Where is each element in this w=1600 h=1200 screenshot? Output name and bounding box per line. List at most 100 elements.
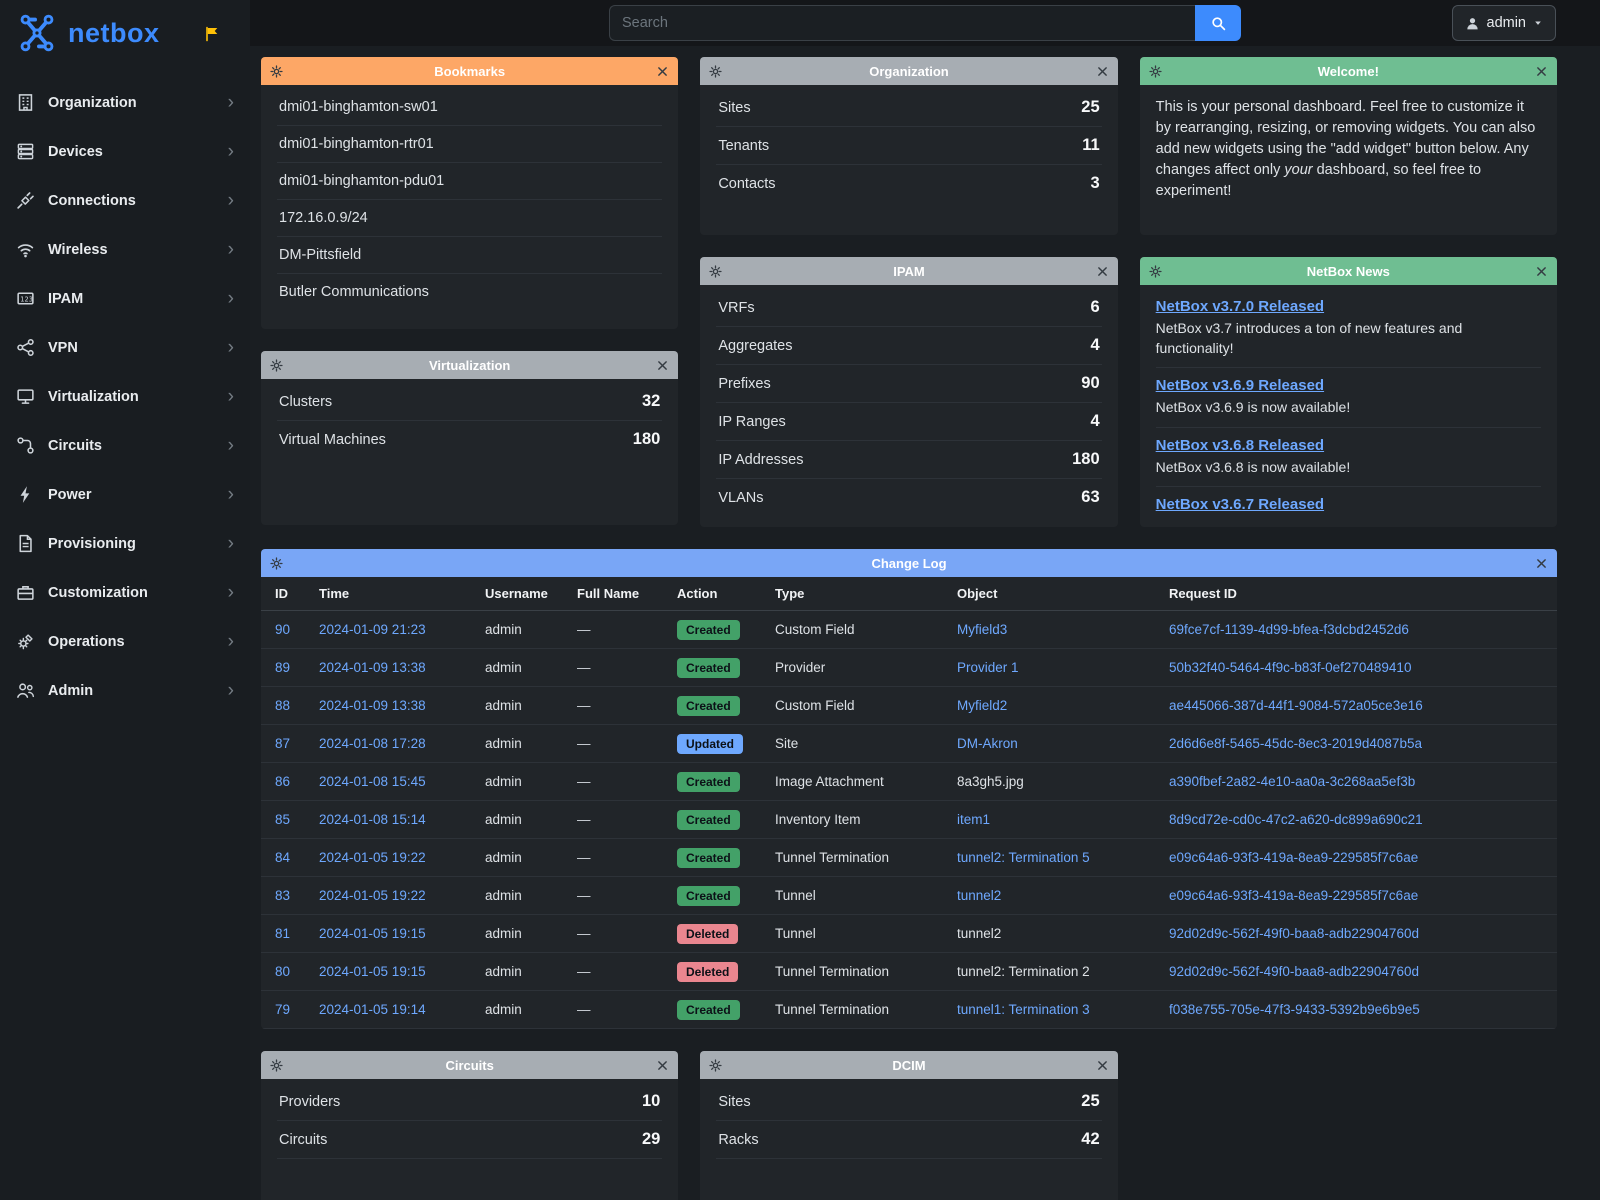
close-icon[interactable] [1096,265,1109,278]
changelog-request-id-link[interactable]: f038e755-705e-47f3-9433-5392b9e6b9e5 [1169,1002,1420,1017]
changelog-object-link[interactable]: tunnel2 [957,888,1002,903]
close-icon[interactable] [1096,1059,1109,1072]
gear-icon[interactable] [270,359,283,372]
changelog-time-link[interactable]: 2024-01-05 19:22 [319,888,426,903]
changelog-id-link[interactable]: 89 [275,660,291,675]
stat-row[interactable]: VRFs 6 [716,289,1102,327]
stat-row[interactable]: Tenants 11 [716,127,1102,165]
sidebar-item-vpn[interactable]: VPN › [0,323,250,372]
stat-row[interactable]: IP Addresses 180 [716,441,1102,479]
changelog-id-link[interactable]: 90 [275,622,291,637]
stat-row[interactable]: Contacts 3 [716,165,1101,202]
gear-icon[interactable] [1149,265,1162,278]
changelog-id-link[interactable]: 79 [275,1002,291,1017]
bookmark-item[interactable]: Butler Communications [279,284,429,300]
stat-row[interactable]: Providers 10 [277,1083,663,1121]
changelog-object-link[interactable]: item1 [957,812,991,827]
changelog-request-id-link[interactable]: a390fbef-2a82-4e10-aa0a-3c268aa5ef3b [1169,774,1416,789]
changelog-request-id-link[interactable]: e09c64a6-93f3-419a-8ea9-229585f7c6ae [1169,850,1419,865]
stat-row[interactable]: VLANs 63 [716,479,1101,516]
gear-icon[interactable] [709,65,722,78]
search-button[interactable] [1195,5,1241,41]
changelog-request-id-link[interactable]: 92d02d9c-562f-49f0-baa8-adb22904760d [1169,926,1419,941]
close-icon[interactable] [1535,557,1548,570]
close-icon[interactable] [1535,65,1548,78]
changelog-request-id-link[interactable]: 92d02d9c-562f-49f0-baa8-adb22904760d [1169,964,1419,979]
changelog-time-link[interactable]: 2024-01-05 19:15 [319,964,426,979]
changelog-object-link[interactable]: tunnel1: Termination 3 [957,1002,1090,1017]
stat-row[interactable]: Sites 25 [716,1083,1102,1121]
close-icon[interactable] [656,359,669,372]
gear-icon[interactable] [1149,65,1162,78]
changelog-time-link[interactable]: 2024-01-09 21:23 [319,622,426,637]
changelog-time-link[interactable]: 2024-01-08 17:28 [319,736,426,751]
sidebar-item-wireless[interactable]: Wireless › [0,225,250,274]
sidebar-item-ipam[interactable]: IPAM › [0,274,250,323]
close-icon[interactable] [1096,65,1109,78]
stat-row[interactable]: Sites 25 [716,89,1102,127]
news-link[interactable]: NetBox v3.6.9 Released [1155,377,1325,395]
sidebar-item-virtualization[interactable]: Virtualization › [0,372,250,421]
stat-row[interactable]: Clusters 32 [277,383,663,421]
changelog-object-link[interactable]: Myfield2 [957,698,1008,713]
close-icon[interactable] [656,65,669,78]
changelog-time-link[interactable]: 2024-01-05 19:14 [319,1002,426,1017]
sidebar-item-operations[interactable]: Operations › [0,617,250,666]
changelog-id-link[interactable]: 83 [275,888,291,903]
gear-icon[interactable] [709,1059,722,1072]
changelog-time-link[interactable]: 2024-01-09 13:38 [319,660,426,675]
changelog-object-link[interactable]: Myfield3 [957,622,1008,637]
search-input[interactable] [609,5,1195,41]
bookmark-item[interactable]: dmi01-binghamton-pdu01 [277,163,663,200]
gear-icon[interactable] [270,557,283,570]
changelog-id-link[interactable]: 88 [275,698,291,713]
bookmark-item[interactable]: 172.16.0.9/24 [277,200,663,237]
changelog-time-link[interactable]: 2024-01-08 15:45 [319,774,426,789]
sidebar-item-connections[interactable]: Connections › [0,176,250,225]
bookmark-item[interactable]: dmi01-binghamton-sw01 [277,89,663,126]
sidebar-item-provisioning[interactable]: Provisioning › [0,519,250,568]
gear-icon[interactable] [270,65,283,78]
sidebar-item-customization[interactable]: Customization › [0,568,250,617]
news-link[interactable]: NetBox v3.6.8 Released [1155,436,1325,454]
changelog-id-link[interactable]: 86 [275,774,291,789]
close-icon[interactable] [1535,265,1548,278]
changelog-id-link[interactable]: 84 [275,850,291,865]
changelog-request-id-link[interactable]: ae445066-387d-44f1-9084-572a05ce3e16 [1169,698,1423,713]
bookmark-item[interactable]: DM-Pittsfield [277,237,663,274]
gear-icon[interactable] [270,1059,283,1072]
sidebar-item-devices[interactable]: Devices › [0,127,250,176]
stat-row[interactable]: Aggregates 4 [716,327,1102,365]
sidebar-pin-icon[interactable] [204,26,220,42]
stat-row[interactable]: Circuits 29 [277,1121,663,1159]
gear-icon[interactable] [709,265,722,278]
stat-row[interactable]: Prefixes 90 [716,365,1102,403]
changelog-object-link[interactable]: DM-Akron [957,736,1018,751]
changelog-request-id-link[interactable]: 50b32f40-5464-4f9c-b83f-0ef270489410 [1169,660,1412,675]
changelog-id-link[interactable]: 87 [275,736,291,751]
changelog-id-link[interactable]: 80 [275,964,291,979]
sidebar-item-organization[interactable]: Organization › [0,78,250,127]
changelog-id-link[interactable]: 81 [275,926,291,941]
changelog-object-link[interactable]: Provider 1 [957,660,1019,675]
sidebar-item-circuits[interactable]: Circuits › [0,421,250,470]
stat-row[interactable]: Racks 42 [716,1121,1102,1159]
changelog-request-id-link[interactable]: 8d9cd72e-cd0c-47c2-a620-dc899a690c21 [1169,812,1423,827]
changelog-time-link[interactable]: 2024-01-05 19:22 [319,850,426,865]
stat-row[interactable]: IP Ranges 4 [716,403,1102,441]
news-link[interactable]: NetBox v3.6.7 Released [1155,496,1325,514]
bookmark-item[interactable]: dmi01-binghamton-rtr01 [277,126,663,163]
sidebar-item-admin[interactable]: Admin › [0,666,250,715]
changelog-time-link[interactable]: 2024-01-05 19:15 [319,926,426,941]
close-icon[interactable] [656,1059,669,1072]
changelog-request-id-link[interactable]: e09c64a6-93f3-419a-8ea9-229585f7c6ae [1169,888,1419,903]
changelog-time-link[interactable]: 2024-01-09 13:38 [319,698,426,713]
changelog-request-id-link[interactable]: 69fce7cf-1139-4d99-bfea-f3dcbd2452d6 [1169,622,1409,637]
changelog-object-link[interactable]: tunnel2: Termination 5 [957,850,1090,865]
sidebar-item-power[interactable]: Power › [0,470,250,519]
changelog-id-link[interactable]: 85 [275,812,291,827]
user-menu-button[interactable]: admin [1451,5,1556,41]
changelog-request-id-link[interactable]: 2d6d6e8f-5465-45dc-8ec3-2019d4087b5a [1169,736,1422,751]
changelog-time-link[interactable]: 2024-01-08 15:14 [319,812,426,827]
netbox-logo[interactable]: netbox [0,0,250,66]
